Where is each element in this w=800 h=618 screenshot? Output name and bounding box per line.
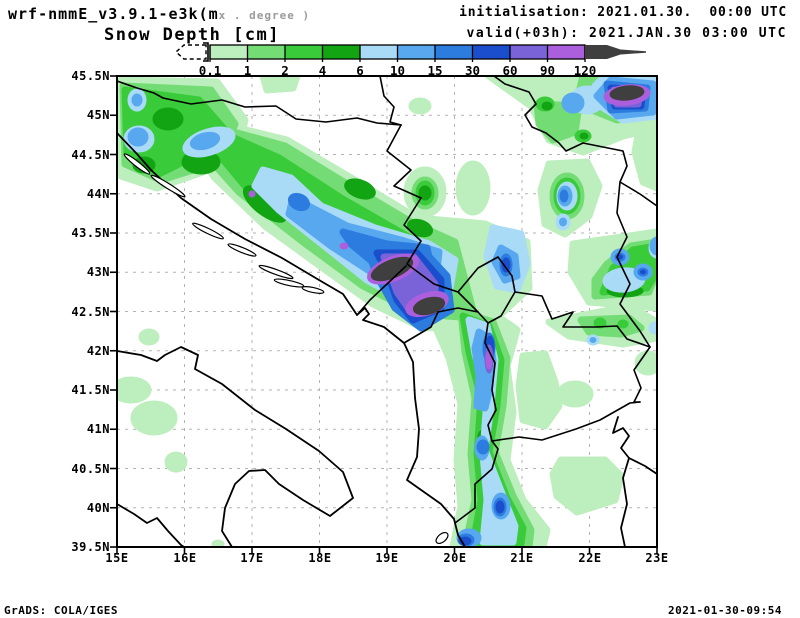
legend-swatch bbox=[210, 45, 248, 59]
model-title-main: wrf-nmmE_v3.9.1-e3k(m bbox=[8, 5, 219, 23]
legend-tick-label: 0.1 bbox=[199, 63, 222, 78]
lon-axis-label: 20E bbox=[443, 551, 467, 565]
legend-tick-label: 1 bbox=[244, 63, 252, 78]
lat-axis-label: 41N bbox=[86, 422, 110, 436]
legend-swatch bbox=[247, 45, 285, 59]
snow-depth-field bbox=[117, 76, 657, 547]
legend-tick-label: 6 bbox=[356, 63, 364, 78]
legend-tick-label: 4 bbox=[319, 63, 327, 78]
field-title: Snow Depth [cm] bbox=[104, 25, 281, 45]
lat-axis-label: 42N bbox=[86, 344, 110, 358]
legend-tick-label: 2 bbox=[281, 63, 289, 78]
legend-tick-label: 15 bbox=[427, 63, 442, 78]
legend-swatch bbox=[285, 45, 323, 59]
colorbar-swatches bbox=[210, 45, 585, 59]
lat-axis-label: 40N bbox=[86, 501, 110, 515]
colorbar-ticks bbox=[209, 45, 586, 62]
colorbar-below-min-arrow bbox=[174, 44, 207, 60]
lat-axis-label: 45N bbox=[86, 108, 110, 122]
model-title-units: x . degree ) bbox=[218, 9, 311, 22]
model-title: wrf-nmmE_v3.9.1-e3k(mx . degree ) bbox=[8, 5, 310, 23]
lon-axis-label: 18E bbox=[308, 551, 332, 565]
legend-swatch bbox=[435, 45, 473, 59]
lat-axis-label: 41.5N bbox=[71, 383, 110, 397]
legend-tick-label: 60 bbox=[502, 63, 517, 78]
coastlines bbox=[117, 132, 657, 547]
creation-timestamp: 2021-01-30-09:54 bbox=[668, 604, 782, 617]
init-time-label: initialisation: 2021.01.30. 00:00 UTC bbox=[459, 5, 787, 20]
lon-axis-ticks bbox=[116, 547, 658, 554]
legend-swatch bbox=[322, 45, 360, 59]
lon-axis-label: 22E bbox=[578, 551, 602, 565]
legend-swatch bbox=[360, 45, 398, 59]
lon-axis-label: 17E bbox=[240, 551, 264, 565]
grads-credit-label: GrADS: COLA/IGES bbox=[4, 604, 118, 617]
colorbar-above-max-arrow bbox=[585, 45, 628, 59]
lon-axis-label: 21E bbox=[510, 551, 534, 565]
legend-swatch bbox=[547, 45, 585, 59]
lon-axis-label: 15E bbox=[105, 551, 129, 565]
legend-tick-label: 10 bbox=[390, 63, 405, 78]
lat-axis-label: 44N bbox=[86, 187, 110, 201]
map-canvas bbox=[110, 75, 658, 554]
legend-swatch bbox=[397, 45, 435, 59]
lon-axis-label: 23E bbox=[645, 551, 669, 565]
lat-axis-label: 40.5N bbox=[71, 462, 110, 476]
lat-axis-label: 44.5N bbox=[71, 148, 110, 162]
colorbar-labels: 0.1 1 2 4 6 10 15 30 60 90 120 bbox=[199, 63, 597, 78]
legend-swatch bbox=[472, 45, 510, 59]
colorbar-legend: 0.1 1 2 4 6 10 15 30 60 90 120 bbox=[174, 42, 646, 78]
colorbar-above-max-tail bbox=[621, 49, 646, 55]
legend-tick-label: 90 bbox=[540, 63, 555, 78]
lon-axis-label: 19E bbox=[375, 551, 399, 565]
lat-axis-label: 43.5N bbox=[71, 226, 110, 240]
country-borders bbox=[117, 76, 657, 524]
legend-swatch bbox=[510, 45, 548, 59]
legend-tick-label: 120 bbox=[574, 63, 597, 78]
lat-axis-label: 43N bbox=[86, 265, 110, 279]
lon-axis-label: 16E bbox=[173, 551, 197, 565]
colorbar-left-bracket bbox=[203, 42, 209, 62]
valid-time-label: valid(+03h): 2021.JAN.30 03:00 UTC bbox=[466, 26, 787, 41]
lat-axis-label: 45.5N bbox=[71, 69, 110, 83]
legend-tick-label: 30 bbox=[465, 63, 480, 78]
lat-axis-label: 42.5N bbox=[71, 305, 110, 319]
lat-axis-label: 39.5N bbox=[71, 540, 110, 554]
lat-axis-ticks bbox=[110, 75, 117, 548]
